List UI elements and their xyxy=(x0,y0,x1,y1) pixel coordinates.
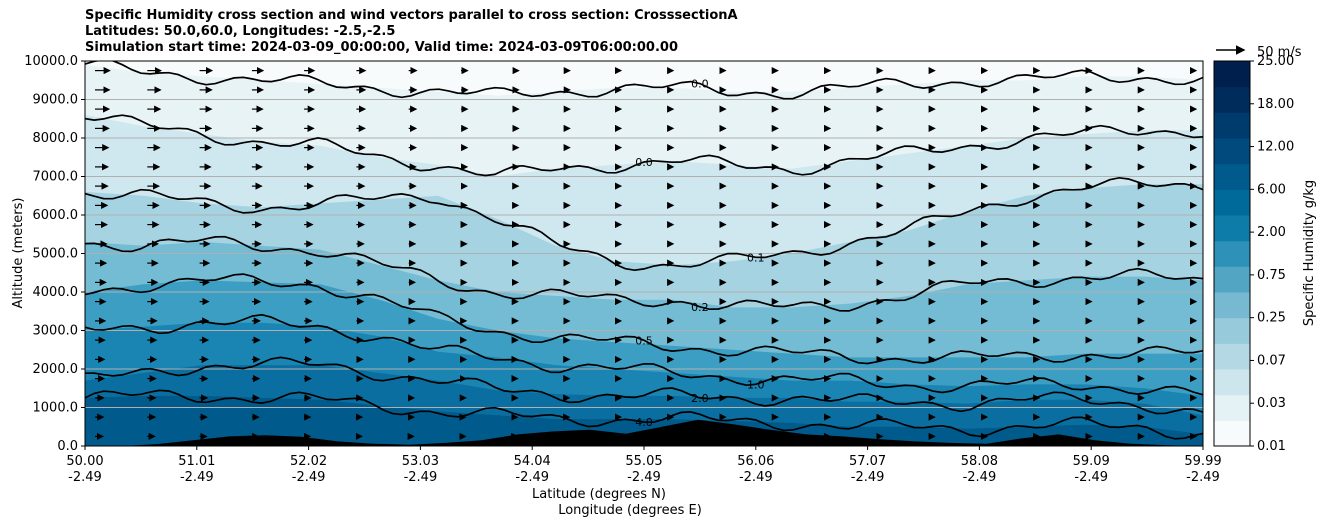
x-tick-label-lon: -2.49 xyxy=(404,470,438,485)
x-tick-label-lon: -2.49 xyxy=(515,470,549,485)
colorbar-segment xyxy=(1214,394,1250,421)
colorbar-segment xyxy=(1214,240,1250,267)
wind-key-label: 50 m/s xyxy=(1257,45,1302,60)
x-tick-label-lon: -2.49 xyxy=(68,470,102,485)
colorbar-tick-label: 25.00 xyxy=(1257,54,1294,69)
x-tick-label-lon: -2.49 xyxy=(851,470,885,485)
y-tick-label: 5000.0 xyxy=(33,247,79,262)
contour-label: 0.0 xyxy=(691,78,709,91)
colorbar-tick-label: 0.03 xyxy=(1257,396,1286,411)
x-tick-label-lat: 50.00 xyxy=(66,454,103,469)
chart-title-line-3: Simulation start time: 2024-03-09_00:00:… xyxy=(85,40,678,55)
y-tick-label: 6000.0 xyxy=(33,208,79,223)
y-tick-label: 10000.0 xyxy=(24,54,78,69)
y-tick-label: 1000.0 xyxy=(33,401,79,416)
y-tick-label: 2000.0 xyxy=(33,362,79,377)
humidity-band-4-0- xyxy=(85,395,1203,446)
contour-labels: 4.0 2.0 1.0 0.5 0.2 0.1 0.0 0.0 xyxy=(635,78,764,430)
x-tick-label-lon: -2.49 xyxy=(739,470,773,485)
colorbar-label: Specific Humidity g/kg xyxy=(1302,180,1317,326)
x-tick-label-lat: 57.07 xyxy=(849,454,886,469)
x-tick-label-lat: 54.04 xyxy=(514,454,551,469)
colorbar-segment xyxy=(1214,266,1250,293)
x-tick-label-lat: 55.05 xyxy=(625,454,662,469)
colorbar-tick-label: 18.00 xyxy=(1257,97,1294,112)
gridlines xyxy=(85,61,1203,446)
colorbar-segment xyxy=(1214,112,1250,139)
y-axis: 0.0 1000.0 2000.0 3000.0 4000.0 5000.0 6000.0 7… xyxy=(24,54,85,454)
colorbar-tick-label: 0.01 xyxy=(1257,439,1286,454)
x-tick-label-lat: 59.09 xyxy=(1073,454,1110,469)
colorbar-tick-label: 6.00 xyxy=(1257,182,1286,197)
contour-label: 0.2 xyxy=(691,301,709,314)
wind-vectors xyxy=(95,66,1198,440)
contour-line xyxy=(85,176,1203,272)
x-tick-label-lon: -2.49 xyxy=(627,470,661,485)
colorbar: 0.01 0.03 0.07 0.25 0.75 2.00 6.00 12.00 18.00 25… xyxy=(1213,54,1294,454)
contour-label: 2.0 xyxy=(691,392,709,405)
humidity-contour-lines xyxy=(85,61,1203,440)
x-tick-label-lat: 51.01 xyxy=(178,454,215,469)
colorbar-segment xyxy=(1214,369,1250,396)
colorbar-segment xyxy=(1214,189,1250,216)
contour-line xyxy=(85,114,1203,177)
contour-line xyxy=(85,389,1203,440)
y-tick-label: 9000.0 xyxy=(33,93,79,108)
y-tick-label: 3000.0 xyxy=(33,324,79,339)
y-tick-label: 7000.0 xyxy=(33,170,79,185)
chart-title-line-2: Latitudes: 50.0,60.0, Longitudes: -2.5,-… xyxy=(85,24,396,39)
terrain-fill xyxy=(85,419,1203,446)
contour-line xyxy=(85,273,1203,365)
colorbar-segment xyxy=(1214,292,1250,319)
contour-label: 0.5 xyxy=(635,334,653,347)
colorbar-tick-label: 0.75 xyxy=(1257,268,1286,283)
contour-label: 1.0 xyxy=(747,378,765,391)
contour-label: 0.1 xyxy=(747,251,765,264)
colorbar-segment xyxy=(1214,215,1250,242)
x-tick-label-lat: 58.08 xyxy=(961,454,998,469)
x-tick-label-lon: -2.49 xyxy=(180,470,214,485)
x-tick-label-lat: 52.02 xyxy=(290,454,327,469)
x-tick-label-lon: -2.49 xyxy=(963,470,997,485)
colorbar-tick-label: 0.07 xyxy=(1257,353,1286,368)
x-tick-label-lon: -2.49 xyxy=(292,470,326,485)
x-tick-label-lat: 56.06 xyxy=(737,454,774,469)
colorbar-segment xyxy=(1214,86,1250,113)
chart-title-line-1: Specific Humidity cross section and wind… xyxy=(85,8,738,23)
x-tick-label-lat: 53.03 xyxy=(402,454,439,469)
x-axis-label-latitude: Latitude (degrees N) xyxy=(532,487,666,502)
wind-key: 50 m/s xyxy=(1216,45,1302,60)
y-axis-label: Altitude (meters) xyxy=(11,198,26,309)
colorbar-tick-label: 0.25 xyxy=(1257,311,1286,326)
x-tick-label-lon: -2.49 xyxy=(1186,470,1220,485)
contour-line xyxy=(85,61,1203,100)
contour-line xyxy=(85,235,1203,312)
colorbar-tick-label: 12.00 xyxy=(1257,140,1294,155)
y-tick-label: 4000.0 xyxy=(33,285,79,300)
colorbar-segment xyxy=(1214,138,1250,165)
colorbar-segment xyxy=(1214,343,1250,370)
humidity-filled-contours xyxy=(85,64,1203,446)
colorbar-segment xyxy=(1214,61,1250,88)
colorbar-segment xyxy=(1214,163,1250,190)
y-tick-label: 8000.0 xyxy=(33,131,79,146)
x-tick-label-lat: 59.99 xyxy=(1184,454,1221,469)
contour-label: 4.0 xyxy=(635,416,653,429)
x-axis-label-longitude: Longitude (degrees E) xyxy=(558,503,702,518)
colorbar-frame xyxy=(1213,60,1251,447)
y-tick-label: 0.0 xyxy=(57,439,78,454)
contour-line xyxy=(85,313,1203,396)
x-tick-label-lon: -2.49 xyxy=(1074,470,1108,485)
colorbar-tick-label: 2.00 xyxy=(1257,225,1286,240)
contour-line xyxy=(85,356,1203,415)
colorbar-segment xyxy=(1214,317,1250,344)
colorbar-segment xyxy=(1214,420,1250,447)
terrain-silhouette xyxy=(85,419,1203,446)
x-axis: 50.00-2.4951.01-2.4952.02-2.4953.03-2.49… xyxy=(66,446,1222,485)
contour-label: 0.0 xyxy=(635,156,653,169)
